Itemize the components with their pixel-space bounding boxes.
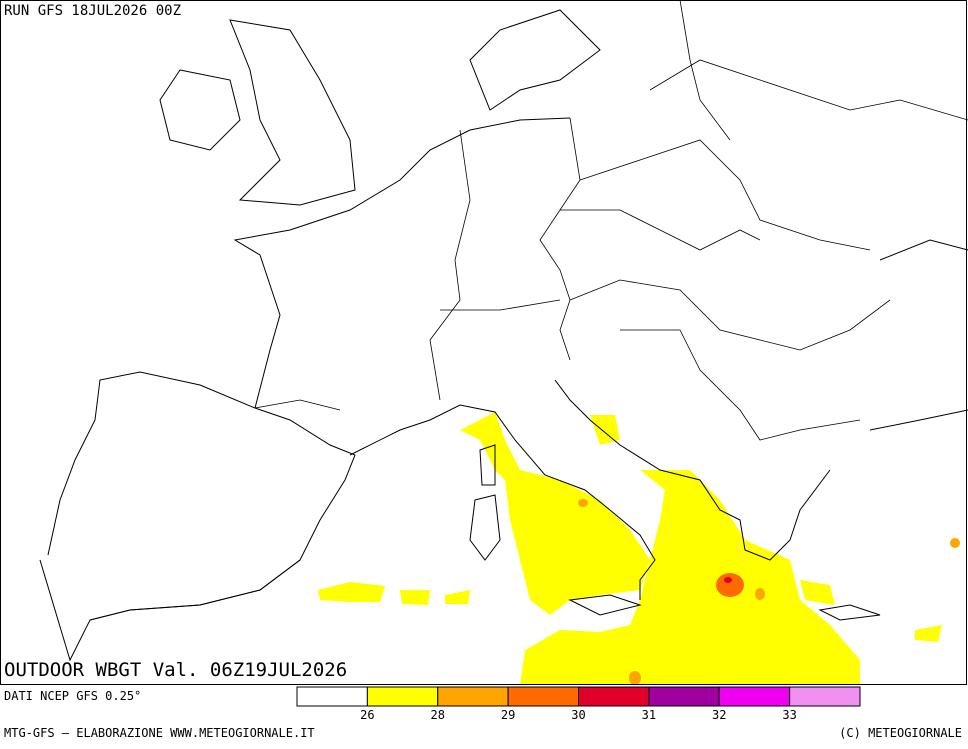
legend-box (719, 687, 789, 706)
legend-box (367, 687, 437, 706)
legend-label: 31 (642, 708, 656, 722)
legend-label: 32 (712, 708, 726, 722)
legend-label: 30 (571, 708, 585, 722)
legend-box (790, 687, 860, 706)
legend-box (508, 687, 578, 706)
source-label: DATI NCEP GFS 0.25° (4, 689, 141, 703)
map-title: OUTDOOR WBGT Val. 06Z19JUL2026 (4, 659, 347, 681)
legend-box (649, 687, 719, 706)
legend-label: 26 (360, 708, 374, 722)
footer-right: (C) METEOGIORNALE (839, 726, 962, 740)
run-label: RUN GFS 18JUL2026 00Z (4, 3, 181, 19)
legend-box (297, 687, 367, 706)
legend-box (438, 687, 508, 706)
legend-label: 29 (501, 708, 515, 722)
legend-label: 33 (782, 708, 796, 722)
footer-left: MTG-GFS — ELABORAZIONE WWW.METEOGIORNALE… (4, 726, 315, 740)
legend-box (579, 687, 649, 706)
legend-label: 28 (431, 708, 445, 722)
